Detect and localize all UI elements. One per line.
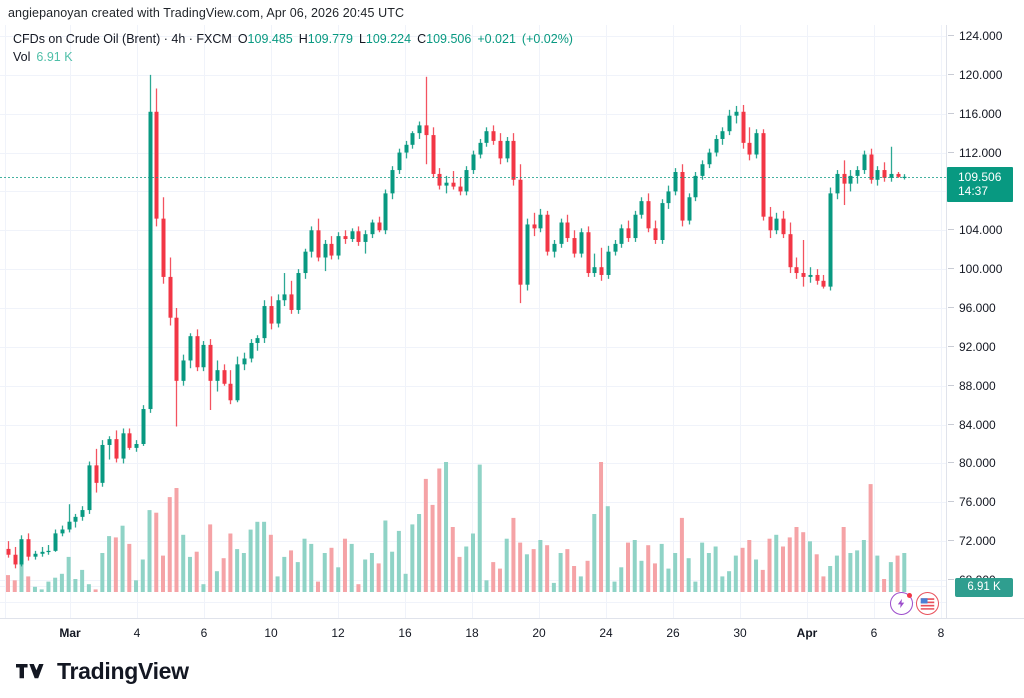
price-tick-mark	[948, 307, 954, 308]
time-tick-label: 10	[264, 626, 278, 640]
price-tick-mark	[948, 345, 954, 347]
time-tick-label: 6	[200, 626, 208, 640]
price-tick-mark	[948, 73, 954, 75]
price-tick-mark	[948, 268, 954, 270]
price-scale[interactable]: 124.000 120.000 116.000 112.000 104.000 100.0…	[946, 25, 1024, 618]
price-tick-label: 104.000	[948, 224, 1002, 236]
pane-status-icons[interactable]	[890, 592, 939, 615]
price-tick-label: 84.000	[948, 419, 996, 431]
price-tick-label: 88.000	[948, 380, 996, 392]
price-tick-label: 124.000	[948, 30, 1002, 42]
tradingview-logo[interactable]: TradingView	[16, 658, 189, 685]
lightning-bolt-icon[interactable]	[890, 592, 913, 615]
us-flag-icon[interactable]	[916, 592, 939, 615]
price-tick-label: 92.000	[948, 341, 996, 353]
price-tick-mark	[948, 501, 954, 503]
tradingview-mark-icon	[16, 663, 44, 678]
time-tick-label: 4	[133, 626, 141, 640]
time-tick-label: 16	[398, 626, 412, 640]
current-price-time: 14:37	[958, 183, 989, 198]
time-tick-label: 8	[937, 626, 945, 640]
current-price-badge: 109.506 14:37	[947, 166, 1013, 202]
price-tick-mark	[948, 579, 954, 580]
price-tick-label: 76.000	[948, 496, 996, 508]
attribution-text: angiepanoyan created with TradingView.co…	[8, 6, 405, 20]
price-tick-label: 72.000	[948, 535, 996, 547]
time-tick-label: Mar	[59, 626, 81, 640]
price-tick-label: 112.000	[948, 147, 1002, 159]
price-tick-label: 96.000	[948, 302, 996, 314]
time-tick-label: 18	[465, 626, 479, 640]
price-tick-label: 116.000	[948, 108, 1002, 120]
price-tick-label: 80.000	[948, 457, 996, 469]
tradingview-wordmark: TradingView	[57, 658, 189, 684]
price-tick-mark	[948, 112, 954, 114]
price-tick-label: 120.000	[948, 69, 1002, 81]
chart-pane[interactable]	[0, 25, 946, 618]
time-tick-label: 26	[666, 626, 680, 640]
alert-dot-icon	[907, 593, 912, 598]
time-tick-label: 6	[870, 626, 878, 640]
time-tick-label: 12	[331, 626, 345, 640]
price-tick-mark	[948, 540, 954, 542]
time-tick-label: 30	[733, 626, 747, 640]
price-tick-mark	[948, 35, 954, 36]
price-tick-mark	[948, 151, 954, 153]
price-tick-mark	[948, 423, 954, 425]
price-tick-mark	[948, 229, 954, 231]
current-price-value: 109.506	[958, 169, 1002, 184]
time-tick-label: 24	[599, 626, 613, 640]
volume-value-badge: 6.91 K	[955, 578, 1013, 597]
footer-bar: TradingView	[0, 645, 1024, 698]
time-tick-label: Apr	[796, 626, 818, 640]
price-tick-mark	[948, 384, 954, 386]
time-scale[interactable]: Mar 4 6 10 12 16 18 20 24 26 30 Apr 6 8	[0, 618, 1024, 645]
candlestick-chart-svg	[0, 25, 946, 618]
price-tick-label: 100.000	[948, 263, 1002, 275]
price-tick-mark	[948, 462, 954, 464]
time-tick-label: 20	[532, 626, 546, 640]
